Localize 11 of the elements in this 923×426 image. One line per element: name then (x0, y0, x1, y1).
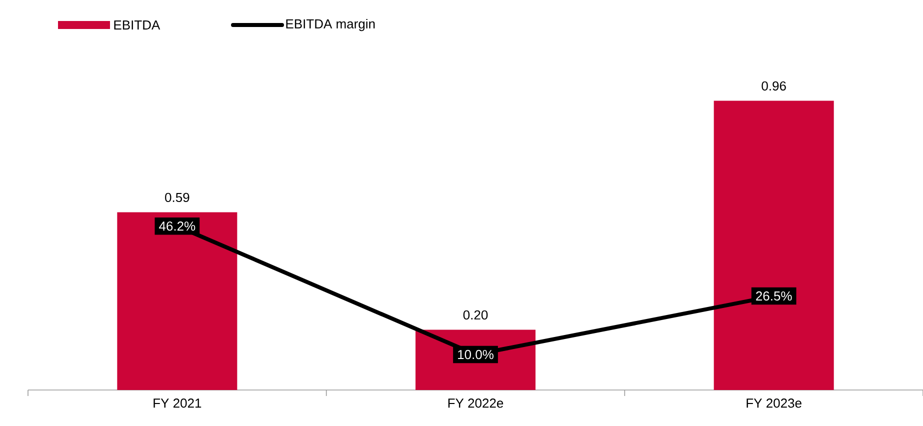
data-label: 46.2% (159, 222, 196, 231)
x-tick-label: FY 2021 (154, 398, 202, 408)
x-tick-label: FY 2022e (448, 398, 504, 408)
data-label: 0.96 (762, 81, 786, 91)
data-label: 0.20 (463, 310, 488, 320)
data-label: 10.0% (458, 350, 494, 360)
data-label: 26.5% (756, 291, 792, 301)
x-tick-label: FY 2023e (746, 398, 802, 408)
legend-label: EBITDA margin (286, 18, 375, 32)
legend-label: EBITDA (114, 20, 160, 30)
data-label: 0.59 (165, 192, 190, 202)
